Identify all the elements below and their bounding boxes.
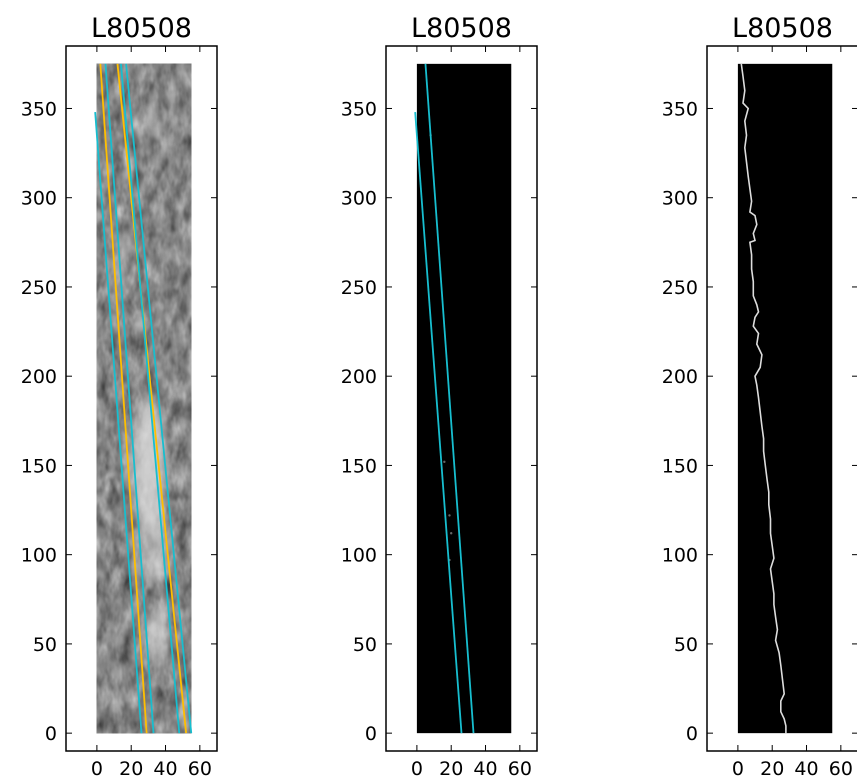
- faint-dot-1: [448, 514, 451, 517]
- y-tick-label: 300: [662, 188, 698, 210]
- fit-line-1: [94, 111, 143, 734]
- subplot-3: L80508 0 20 40 60 0 50 100 150 200 250 300 350: [662, 13, 857, 780]
- fit-line-5: [125, 63, 193, 734]
- subplot-1-title: L80508: [91, 13, 192, 44]
- y-tick-label: 250: [21, 277, 57, 299]
- y-tick-label: 150: [662, 455, 698, 477]
- y-tick-label: 0: [686, 723, 698, 745]
- y-tick-label: 50: [33, 634, 57, 656]
- x-tick-label: 60: [188, 758, 212, 780]
- plot-area-3: [737, 63, 833, 734]
- y-tick-label: 250: [341, 277, 377, 299]
- y-tick-label: 0: [45, 723, 57, 745]
- y-tick-label: 300: [21, 188, 57, 210]
- y-tick-label: 350: [662, 98, 698, 120]
- image-texture: [96, 63, 192, 734]
- fit-line-3: [99, 63, 148, 734]
- bright-spot-3: [144, 603, 169, 667]
- y-tick-label: 50: [674, 634, 698, 656]
- fit-line-1: [414, 111, 463, 734]
- y-tick-label: 350: [341, 98, 377, 120]
- y-tick-label: 350: [21, 98, 57, 120]
- fit-line-4: [116, 63, 188, 734]
- x-tick-label: 60: [829, 758, 853, 780]
- x-tick-label: 0: [732, 758, 744, 780]
- x-tick-label: 0: [411, 758, 423, 780]
- bright-spot-2: [139, 510, 168, 582]
- y-tick-label: 100: [662, 545, 698, 567]
- axes-frame-3: [706, 45, 857, 752]
- subplot-3-title: L80508: [732, 13, 833, 44]
- y-tick-label: 300: [341, 188, 377, 210]
- image-background: [416, 63, 512, 734]
- x-tick-label: 20: [439, 758, 463, 780]
- axes-frame-1: [65, 45, 218, 752]
- x-tick-label: 40: [794, 758, 818, 780]
- y-tick-label: 200: [21, 366, 57, 388]
- y-tick-label: 0: [365, 723, 377, 745]
- subplot-2-title: L80508: [411, 13, 512, 44]
- bright-spot-5: [141, 104, 163, 149]
- y-tick-label: 250: [662, 277, 698, 299]
- plot-area-2: [414, 63, 512, 734]
- y-tick-label: 150: [21, 455, 57, 477]
- y-tick-label: 100: [341, 545, 377, 567]
- y-tick-label: 150: [341, 455, 377, 477]
- fit-line-6: [120, 63, 181, 734]
- image-background: [737, 63, 833, 734]
- x-tick-label: 20: [119, 758, 143, 780]
- x-tick-label: 20: [760, 758, 784, 780]
- fit-line-2: [424, 63, 475, 734]
- subplot-1: L80508 0 20 40 60 0 50 100 150 200 250 300 350: [21, 13, 218, 780]
- fit-line-2: [104, 63, 155, 734]
- x-tick-label: 40: [153, 758, 177, 780]
- x-tick-label: 60: [508, 758, 532, 780]
- y-tick-label: 200: [341, 366, 377, 388]
- edge-trace: [740, 63, 787, 734]
- subplot-2: L80508 0 20 40 60 0 50 100 150 200 250 300 350: [341, 13, 538, 780]
- y-tick-label: 50: [353, 634, 377, 656]
- faint-dot-4: [443, 460, 446, 464]
- x-tick-label: 40: [473, 758, 497, 780]
- plot-area-1: [94, 63, 193, 734]
- y-tick-label: 200: [662, 366, 698, 388]
- axes-frame-2: [385, 45, 538, 752]
- x-tick-label: 0: [91, 758, 103, 780]
- faint-dot-2: [450, 532, 453, 535]
- y-tick-label: 100: [21, 545, 57, 567]
